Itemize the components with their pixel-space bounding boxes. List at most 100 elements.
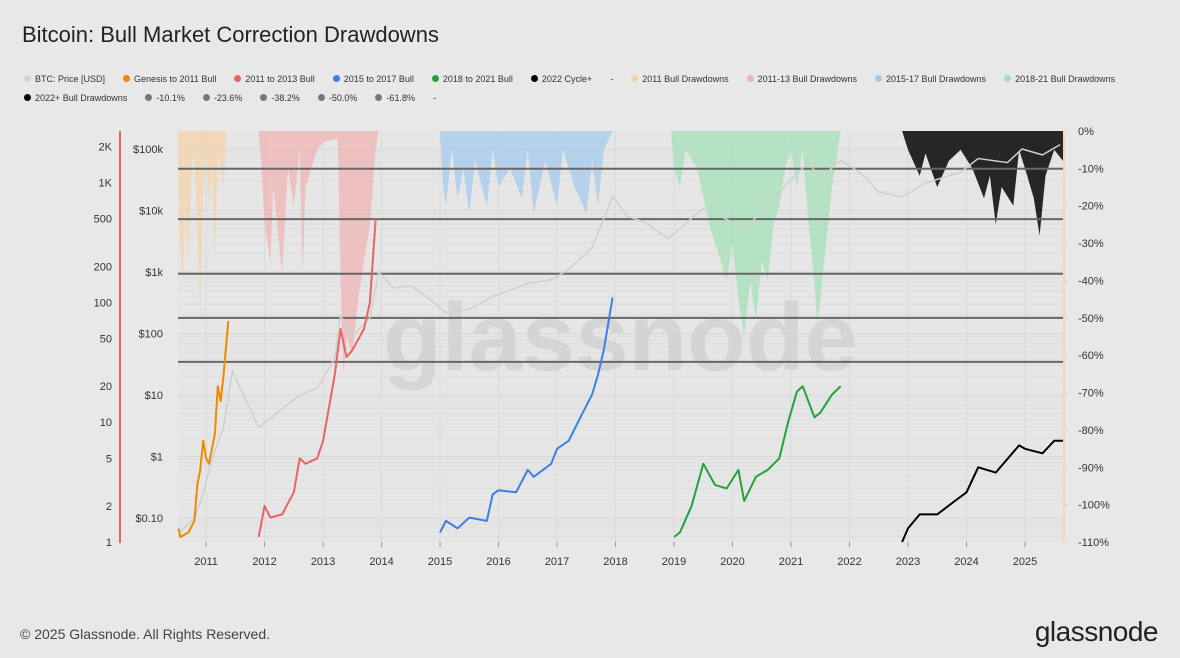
legend-dot-icon <box>24 75 31 83</box>
legend-item[interactable]: 2015-17 Bull Drawdowns <box>875 70 986 89</box>
glassnode-logo: glassnode <box>1034 616 1159 647</box>
x-tick-label: 2017 <box>545 556 569 568</box>
legend-item[interactable]: 2022 Cycle+ <box>530 70 593 89</box>
y-price-tick-label: $100 <box>139 329 163 341</box>
y-price-tick-label: $0.10 <box>135 513 163 525</box>
legend-dot-icon <box>332 75 340 83</box>
legend-label: 2022+ Bull Drawdowns <box>35 93 128 103</box>
y-price-tick-label: $10 <box>145 390 163 402</box>
x-tick-label: 2024 <box>954 556 978 568</box>
legend-item[interactable]: - <box>433 89 436 108</box>
legend-item[interactable]: 2018-21 Bull Drawdowns <box>1004 70 1115 89</box>
y-drawdown-tick-label: -110% <box>1078 537 1109 549</box>
legend-dot-icon <box>24 94 31 102</box>
legend-item[interactable]: -10.1% <box>145 89 185 108</box>
legend-dot-icon <box>431 75 439 83</box>
drawdown-area <box>902 131 1063 236</box>
legend-dot-icon <box>317 94 325 102</box>
x-tick-label: 2019 <box>662 556 686 568</box>
drawdown-area <box>258 131 379 374</box>
legend-item[interactable]: 2011 Bull Drawdowns <box>631 70 729 89</box>
legend-dot-icon <box>202 94 210 102</box>
y-multiple-tick-label: 100 <box>94 297 112 309</box>
legend-dot-icon <box>234 75 242 83</box>
x-tick-label: 2013 <box>311 556 335 568</box>
y-multiple-tick-label: 200 <box>94 261 112 273</box>
legend-item[interactable]: -23.6% <box>202 89 243 108</box>
legend-label: 2011 to 2013 Bull <box>245 74 315 84</box>
y-multiple-tick-label: 2 <box>106 501 112 513</box>
watermark: glassnode <box>383 284 858 391</box>
legend-label: - <box>432 93 436 103</box>
legend-item[interactable]: -61.8% <box>375 89 415 108</box>
y-drawdown-tick-label: -50% <box>1078 313 1104 325</box>
legend-item[interactable]: -38.2% <box>260 89 300 108</box>
legend-label: 2015-17 Bull Drawdowns <box>886 74 987 84</box>
legend-label: 2011 Bull Drawdowns <box>642 74 729 84</box>
legend-label: -61.8% <box>386 93 415 103</box>
y-multiple-tick-label: 2K <box>99 142 113 154</box>
legend-dot-icon <box>260 94 268 102</box>
x-tick-label: 2025 <box>1013 556 1037 568</box>
copyright: © 2025 Glassnode. All Rights Reserved. <box>20 626 271 642</box>
cycle-line <box>257 218 377 538</box>
y-drawdown-tick-label: -40% <box>1078 275 1104 287</box>
y-multiple-tick-label: 500 <box>94 214 112 226</box>
legend-item[interactable]: Genesis to 2011 Bull <box>123 70 216 89</box>
legend-label: 2022 Cycle+ <box>541 74 593 84</box>
legend-item[interactable]: BTC: Price [USD] <box>24 70 105 89</box>
y-multiple-tick-label: 20 <box>100 381 112 393</box>
legend-label: Genesis to 2011 Bull <box>134 74 217 84</box>
legend-label: 2018 to 2021 Bull <box>442 74 513 84</box>
legend-item[interactable]: 2015 to 2017 Bull <box>332 70 414 89</box>
legend-dot-icon <box>375 94 383 102</box>
legend-dot-icon <box>123 75 131 83</box>
drawdown-area <box>440 131 613 214</box>
drawdown-area <box>671 131 841 337</box>
legend-label: -23.6% <box>213 93 243 103</box>
chart-title: Bitcoin: Bull Market Correction Drawdown… <box>22 22 439 47</box>
y-multiple-tick-label: 5 <box>106 453 112 465</box>
x-tick-label: 2012 <box>252 556 276 568</box>
legend-item[interactable]: 2018 to 2021 Bull <box>431 70 513 89</box>
legend-label: 2011-13 Bull Drawdowns <box>757 74 857 84</box>
y-drawdown-tick-label: -80% <box>1078 425 1104 437</box>
legend-label: 2018-21 Bull Drawdowns <box>1015 74 1116 84</box>
legend-item[interactable]: 2022+ Bull Drawdowns <box>24 89 127 108</box>
legend-label: BTC: Price [USD] <box>35 74 106 84</box>
y-multiple-tick-label: 10 <box>100 417 112 429</box>
x-tick-label: 2011 <box>194 556 218 568</box>
legend-label: 2015 to 2017 Bull <box>343 74 414 84</box>
legend-dot-icon <box>875 75 882 83</box>
y-drawdown-tick-label: -10% <box>1078 163 1104 175</box>
y-drawdown-tick-label: 0% <box>1078 126 1094 138</box>
legend-dot-icon <box>1004 75 1012 83</box>
y-multiple-tick-label: 50 <box>100 334 112 346</box>
y-drawdown-tick-label: -100% <box>1078 500 1110 512</box>
legend-item[interactable]: 2011 to 2013 Bull <box>234 70 315 89</box>
y-drawdown-tick-label: -60% <box>1078 350 1104 362</box>
legend-item[interactable]: - <box>610 70 613 89</box>
legend-item[interactable]: -50.0% <box>317 89 358 108</box>
x-tick-label: 2022 <box>837 556 861 568</box>
y-drawdown-tick-label: -90% <box>1078 462 1104 474</box>
y-multiple-tick-label: 1 <box>106 537 112 549</box>
cycle-line <box>439 297 614 533</box>
legend-label: - <box>610 74 614 84</box>
y-drawdown-tick-label: -20% <box>1078 201 1104 213</box>
legend-label: -38.2% <box>271 93 300 103</box>
y-price-tick-label: $10k <box>139 206 163 218</box>
y-price-tick-label: $1k <box>145 267 163 279</box>
legend-label: -50.0% <box>328 93 358 103</box>
cycle-line <box>177 320 230 538</box>
x-tick-label: 2014 <box>369 556 393 568</box>
x-tick-label: 2018 <box>603 556 627 568</box>
y-drawdown-tick-label: -30% <box>1078 238 1104 250</box>
cycle-line <box>673 385 842 538</box>
x-tick-label: 2020 <box>720 556 744 568</box>
y-drawdown-tick-label: -70% <box>1078 388 1104 400</box>
x-tick-label: 2023 <box>896 556 920 568</box>
legend-item[interactable]: 2011-13 Bull Drawdowns <box>746 70 857 89</box>
y-price-tick-label: $100k <box>133 144 163 156</box>
